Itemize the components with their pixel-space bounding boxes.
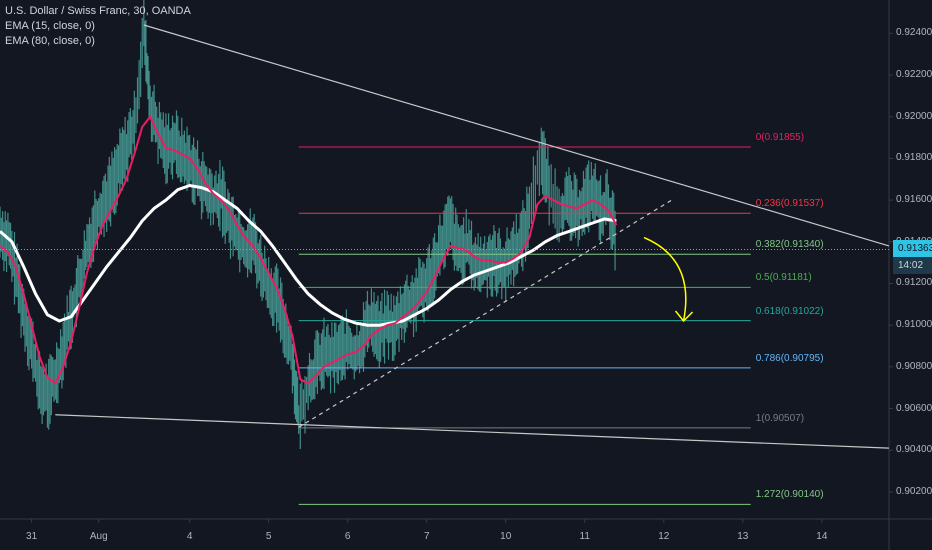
lower-falling-trendline bbox=[55, 414, 890, 449]
time-tick-label: 31 bbox=[26, 531, 38, 542]
rising-support-trendline bbox=[298, 199, 673, 428]
price-tick-label: 0.92000 bbox=[896, 110, 932, 122]
fib-level-label: 0.236(0.91537) bbox=[755, 198, 824, 210]
price-tick-label: 0.92200 bbox=[896, 69, 932, 81]
countdown-badge: 14:02 bbox=[893, 257, 932, 275]
time-tick-label: 6 bbox=[344, 531, 351, 542]
time-tick-label: 5 bbox=[265, 531, 272, 542]
time-tick-label: 11 bbox=[579, 531, 590, 542]
current-price-badge: 0.91363 bbox=[893, 240, 932, 258]
price-tick-label: 0.91800 bbox=[896, 152, 932, 164]
symbol-title[interactable]: U.S. Dollar / Swiss Franc, 30, OANDA bbox=[5, 5, 191, 17]
time-tick-label: Aug bbox=[89, 531, 108, 542]
ema80-legend[interactable]: EMA (80, close, 0) bbox=[5, 35, 95, 47]
ema80-line bbox=[0, 183, 617, 327]
price-tick-label: 0.91600 bbox=[896, 194, 932, 206]
price-tick-label: 0.90800 bbox=[896, 360, 932, 372]
chart-legend: U.S. Dollar / Swiss Franc, 30, OANDA EMA… bbox=[5, 4, 191, 49]
time-tick-label: 4 bbox=[186, 531, 193, 542]
time-tick-label: 7 bbox=[423, 531, 430, 542]
price-tick-label: 0.92400 bbox=[896, 27, 932, 39]
projection-arrow bbox=[643, 236, 687, 322]
ema15-legend[interactable]: EMA (15, close, 0) bbox=[5, 20, 95, 32]
fib-level-label: 0.786(0.90795) bbox=[755, 352, 824, 364]
fib-level-label: 0.618(0.91022) bbox=[755, 305, 824, 317]
price-tick-label: 0.90600 bbox=[896, 402, 932, 414]
candles-group bbox=[0, 0, 616, 450]
price-tick-label: 0.90400 bbox=[896, 444, 932, 456]
fib-level-label: 0.382(0.91340) bbox=[755, 239, 824, 251]
price-tick-label: 0.91000 bbox=[896, 319, 932, 331]
time-tick-label: 10 bbox=[500, 531, 512, 542]
time-tick-label: 12 bbox=[658, 531, 670, 542]
fib-level-label: 1.272(0.90140) bbox=[755, 489, 824, 501]
price-tick-label: 0.90200 bbox=[896, 485, 932, 497]
fib-level-label: 1(0.90507) bbox=[755, 412, 805, 424]
time-tick-label: 14 bbox=[816, 531, 828, 542]
price-tick-label: 0.91200 bbox=[896, 277, 932, 289]
ema15-line bbox=[0, 114, 618, 386]
upper-falling-trendline bbox=[143, 24, 890, 247]
fib-level-label: 0(0.91855) bbox=[755, 131, 805, 143]
projection-arrow-head bbox=[674, 310, 694, 323]
fib-level-label: 0.5(0.91181) bbox=[755, 272, 812, 284]
time-tick-label: 13 bbox=[737, 531, 749, 542]
